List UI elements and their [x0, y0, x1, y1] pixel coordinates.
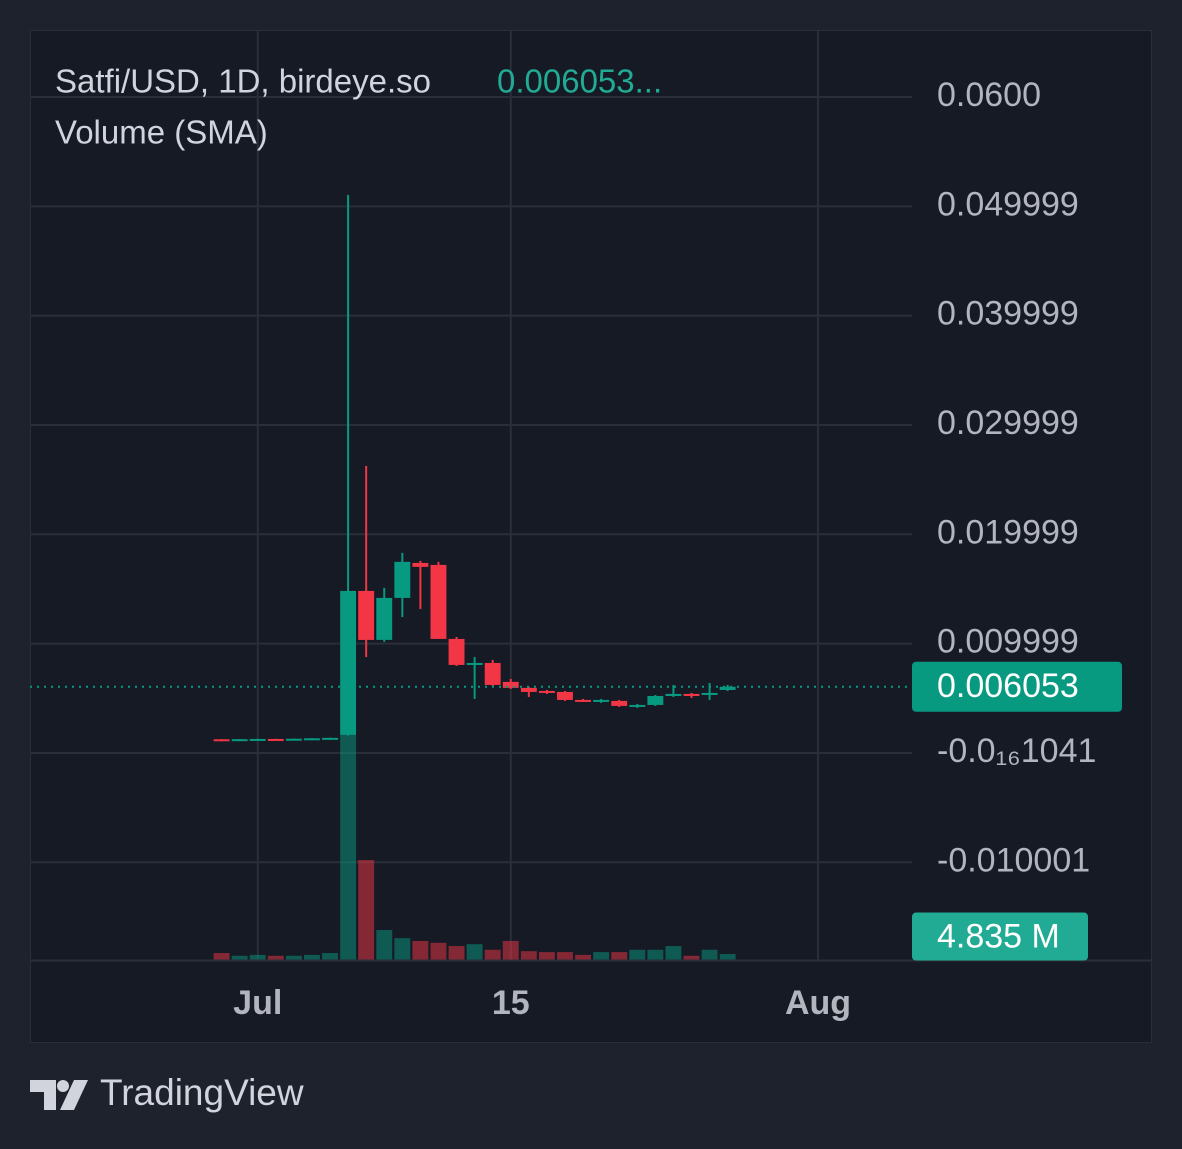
volume-bar — [502, 940, 519, 960]
volume-layer — [213, 734, 736, 960]
candle-body — [376, 597, 393, 640]
candle-body — [611, 700, 628, 706]
volume-bar — [683, 955, 700, 960]
candle-body — [267, 738, 284, 741]
volume-bar — [557, 952, 573, 960]
volume-bar — [394, 938, 411, 960]
candle-body — [593, 699, 610, 702]
volume-bar — [430, 942, 447, 960]
candle-body — [322, 737, 338, 740]
volume-bar — [285, 955, 302, 960]
volume-bar — [484, 949, 501, 960]
volume-bar — [340, 734, 357, 960]
volume-bar — [376, 930, 393, 960]
volume-bar — [593, 952, 610, 960]
y-tick-label: 0.049999 — [937, 185, 1079, 223]
candle-body — [665, 693, 682, 696]
candle-body — [303, 738, 320, 741]
volume-bar — [249, 954, 266, 960]
x-tick-label: Jul — [233, 984, 282, 1022]
candle-body — [430, 564, 447, 639]
candle-body — [358, 590, 375, 640]
volume-bar — [213, 953, 230, 960]
volume-bar — [647, 949, 664, 960]
header-price: 0.006053... — [497, 63, 662, 100]
y-tick-label: 0.019999 — [937, 513, 1079, 551]
candle-body — [466, 662, 483, 665]
volume-bar — [719, 953, 736, 960]
volume-bar — [466, 944, 483, 960]
volume-bar — [448, 946, 465, 960]
candle-body — [249, 738, 266, 741]
last-price-box — [912, 661, 1122, 712]
chart-frame — [30, 30, 1152, 1043]
volume-bar — [611, 952, 628, 960]
volume-bar — [322, 953, 338, 960]
last-price-label: 0.006053 — [937, 667, 1079, 705]
candle-body — [502, 681, 519, 688]
candle-body — [394, 561, 411, 598]
candle-body — [575, 699, 592, 702]
candle-body — [683, 693, 700, 696]
y-tick-label: 0.009999 — [937, 623, 1079, 661]
volume-bar — [701, 949, 718, 960]
y-tick-label: 0.0600 — [937, 76, 1041, 114]
volume-bar — [575, 954, 592, 960]
candle-body — [647, 695, 664, 705]
candle-body — [231, 739, 248, 742]
volume-label-box — [912, 912, 1088, 961]
footer-brand: TradingView — [100, 1072, 304, 1113]
chart-title: Satfi/USD, 1D, birdeye.so — [55, 63, 431, 100]
volume-bar — [665, 946, 682, 960]
volume-bar — [629, 949, 646, 960]
y-tick-label: -0.0₁₆1041 — [937, 732, 1096, 770]
candle-body — [448, 638, 465, 665]
candle-body — [719, 686, 736, 690]
volume-bar — [520, 951, 537, 960]
candle-body — [629, 704, 646, 707]
y-tick-label: 0.029999 — [937, 404, 1079, 442]
volume-bar — [231, 955, 248, 960]
candle-body — [412, 562, 429, 567]
candle-body — [340, 590, 357, 735]
volume-bar — [412, 940, 429, 960]
y-tick-label: 0.039999 — [937, 295, 1079, 333]
grid — [30, 30, 912, 960]
candle-body — [538, 690, 555, 693]
volume-bar — [538, 952, 555, 960]
x-tick-label: Aug — [785, 984, 851, 1022]
volume-bar — [303, 954, 320, 960]
candle-layer — [30, 194, 912, 742]
tradingview-logo — [30, 1080, 88, 1110]
chart-subtitle: Volume (SMA) — [55, 114, 268, 151]
candle-body — [285, 738, 302, 741]
volume-label: 4.835 M — [937, 918, 1060, 956]
y-tick-label: -0.010001 — [937, 841, 1090, 879]
candle-body — [701, 692, 718, 696]
x-tick-label: 15 — [492, 984, 530, 1022]
candle-body — [557, 691, 573, 700]
volume-bar — [358, 860, 375, 960]
candle-body — [213, 739, 230, 742]
volume-bar — [267, 955, 284, 960]
candle-body — [520, 687, 537, 692]
label-layer: 0.0600 0.049999 0.039999 0.029999 0.019999 0.… — [233, 76, 1122, 1022]
candle-body — [484, 662, 501, 685]
